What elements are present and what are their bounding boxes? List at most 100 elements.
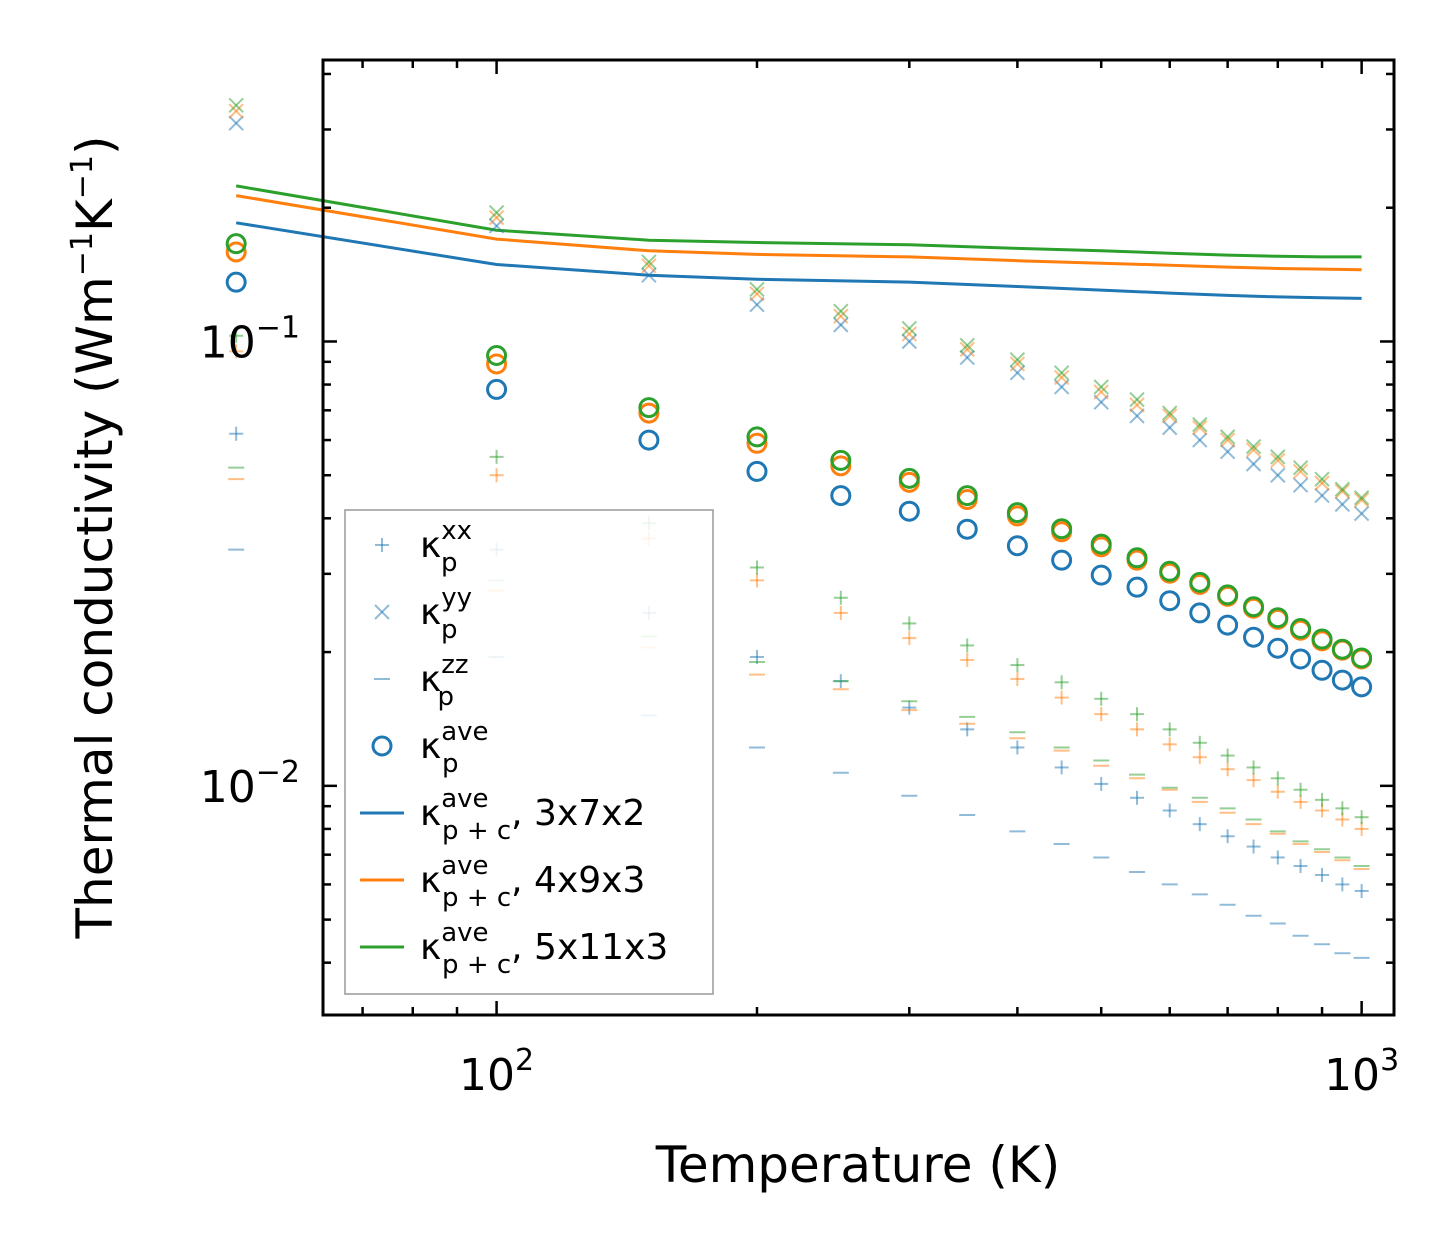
marker-kyy-5x11x3 [641, 254, 657, 270]
marker-kyy-4x9x3 [1093, 384, 1109, 400]
marker-kxx-5x11x3 [1054, 675, 1069, 690]
marker-kyy-5x11x3 [833, 303, 849, 319]
marker-kave-3x7x2 [486, 378, 508, 400]
marker-kave-3x7x2 [1159, 590, 1181, 612]
legend-label: κave p [420, 717, 489, 779]
marker-kxx-5x11x3 [1293, 782, 1308, 797]
plot-frame [321, 58, 1396, 1017]
marker-kave-5x11x3 [1290, 617, 1312, 639]
marker-kave-5x11x3 [486, 344, 508, 366]
marker-kave-5x11x3 [1217, 584, 1239, 606]
legend-label: κave p + c, 3x7x2 [420, 784, 645, 846]
marker-kyy-3x7x2 [1129, 408, 1145, 424]
marker-kxx-3x7x2 [1293, 859, 1308, 874]
marker-kyy-5x11x3 [1009, 351, 1026, 368]
marker-kyy-3x7x2 [1162, 419, 1178, 436]
marker-kxx-3x7x2 [1192, 817, 1207, 832]
marker-kave-4x9x3 [225, 241, 247, 263]
marker-kave-5x11x3 [746, 426, 768, 448]
marker-kave-5x11x3 [1189, 571, 1211, 593]
marker-kxx-4x9x3 [833, 605, 848, 620]
marker-kyy-5x11x3 [1292, 459, 1309, 476]
marker-kxx-4x9x3 [1246, 773, 1261, 788]
marker-kave-3x7x2 [1090, 564, 1112, 586]
marker-kyy-4x9x3 [1270, 452, 1286, 469]
marker-kxx-5x11x3 [960, 638, 975, 653]
marker-kxx-5x11x3 [229, 328, 244, 343]
legend-x-marker [374, 604, 390, 620]
marker-kave-4x9x3 [830, 455, 852, 477]
marker-kxx-5x11x3 [833, 590, 848, 605]
marker-kave-3x7x2 [1006, 535, 1028, 557]
marker-kave-3x7x2 [1290, 648, 1312, 670]
marker-kxx-5x11x3 [1354, 810, 1369, 825]
marker-kxx-5x11x3 [1270, 771, 1285, 786]
marker-kyy-5x11x3 [901, 320, 918, 337]
marker-kxx-4x9x3 [1010, 671, 1025, 686]
y-tick-label: 10−2 [200, 755, 300, 813]
marker-kxx-5x11x3 [749, 560, 764, 575]
marker-kxx-5x11x3 [1335, 801, 1350, 816]
marker-kxx-5x11x3 [1315, 792, 1330, 807]
marker-kyy-4x9x3 [1129, 397, 1145, 413]
marker-kave-5x11x3 [1351, 647, 1373, 669]
marker-kxx-4x9x3 [1192, 750, 1207, 765]
marker-kxx-3x7x2 [902, 700, 917, 715]
marker-kyy-3x7x2 [1353, 505, 1370, 522]
marker-kyy-3x7x2 [228, 115, 244, 131]
marker-kave-3x7x2 [1189, 602, 1211, 624]
legend-entry: κave p + c, 3x7x2 [360, 784, 645, 846]
legend-box [344, 509, 714, 995]
marker-kxx-4x9x3 [1354, 821, 1369, 836]
y-axis-label: Thermal conductivity (Wm−1K−1) [65, 136, 124, 940]
marker-kyy-3x7x2 [1192, 432, 1208, 448]
legend-label: κzz p [420, 650, 469, 712]
legend-plus-marker [375, 538, 389, 552]
marker-kave-5x11x3 [1331, 638, 1353, 660]
marker-kxx-4x9x3 [749, 573, 764, 588]
line-kpc-4x9x3 [235, 194, 1362, 272]
marker-kyy-4x9x3 [1334, 483, 1351, 500]
marker-kave-5x11x3 [898, 467, 920, 489]
x-tick-label: 103 [1324, 1043, 1399, 1101]
marker-kave-3x7x2 [1311, 659, 1333, 681]
legend-entry: κave p + c, 4x9x3 [360, 851, 645, 913]
marker-kave-3x7x2 [830, 485, 852, 507]
marker-kave-3x7x2 [1267, 637, 1289, 659]
marker-kave-3x7x2 [746, 460, 768, 482]
marker-kyy-4x9x3 [1053, 369, 1070, 386]
marker-kyy-4x9x3 [1162, 408, 1178, 424]
marker-kyy-5x11x3 [1353, 490, 1370, 506]
marker-kyy-5x11x3 [1053, 365, 1070, 381]
marker-kyy-4x9x3 [959, 341, 975, 358]
marker-kyy-4x9x3 [749, 286, 765, 302]
marker-kyy-5x11x3 [1245, 438, 1262, 455]
marker-kyy-3x7x2 [749, 296, 765, 313]
y-axis-label-mid: K [66, 198, 124, 232]
series-lines [235, 184, 1362, 300]
marker-kyy-3x7x2 [1314, 487, 1330, 504]
marker-kave-5x11x3 [225, 233, 247, 255]
marker-kave-5x11x3 [1243, 596, 1265, 618]
marker-kyy-4x9x3 [641, 258, 657, 274]
marker-kxx-4x9x3 [489, 468, 504, 483]
marker-kyy-5x11x3 [1192, 416, 1208, 433]
marker-kave-5x11x3 [956, 485, 978, 507]
marker-kxx-4x9x3 [1293, 794, 1308, 809]
marker-kxx-5x11x3 [1010, 658, 1025, 673]
marker-kave-3x7x2 [1243, 626, 1265, 648]
legend-entry: κave p + c, 5x11x3 [360, 918, 668, 980]
marker-kxx-3x7x2 [1054, 760, 1069, 775]
marker-kxx-3x7x2 [960, 722, 975, 737]
legend-label: κxx p [420, 516, 472, 578]
x-tick-label: 102 [459, 1043, 534, 1101]
marker-kxx-3x7x2 [1130, 790, 1145, 805]
marker-kyy-4x9x3 [1353, 492, 1370, 508]
marker-kyy-5x11x3 [749, 281, 765, 298]
legend-circle-marker [371, 735, 393, 757]
marker-kxx-4x9x3 [1094, 707, 1109, 722]
marker-kxx-5x11x3 [1162, 722, 1177, 737]
marker-kxx-3x7x2 [1270, 850, 1285, 865]
marker-kave-5x11x3 [1311, 628, 1333, 650]
